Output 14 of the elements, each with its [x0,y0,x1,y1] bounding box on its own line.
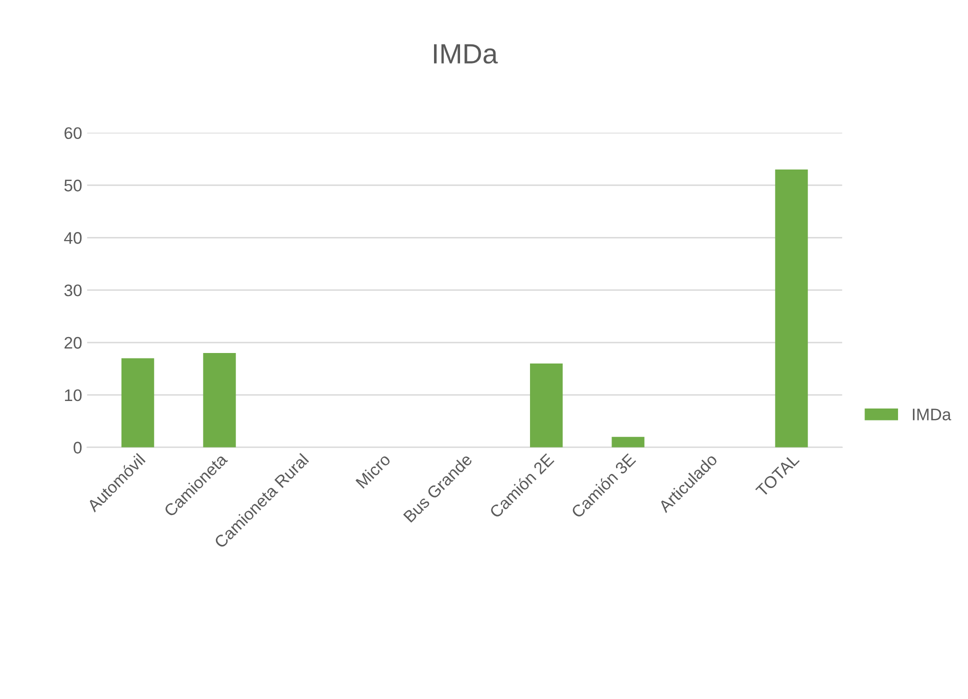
bar [530,363,563,448]
y-tick-label: 30 [64,284,82,296]
bar [775,170,808,448]
y-tick-label: 20 [64,336,82,349]
legend-label: IMDa [912,408,952,420]
bar [203,352,236,448]
y-tick-label: 0 [74,442,82,454]
bar [612,436,644,448]
bar [121,358,154,448]
y-tick-label: 10 [64,389,82,402]
y-tick-label: 60 [64,127,82,140]
y-tick-label: 50 [64,180,82,192]
chart-title: IMDa [434,44,498,64]
y-tick-label: 40 [64,232,82,244]
